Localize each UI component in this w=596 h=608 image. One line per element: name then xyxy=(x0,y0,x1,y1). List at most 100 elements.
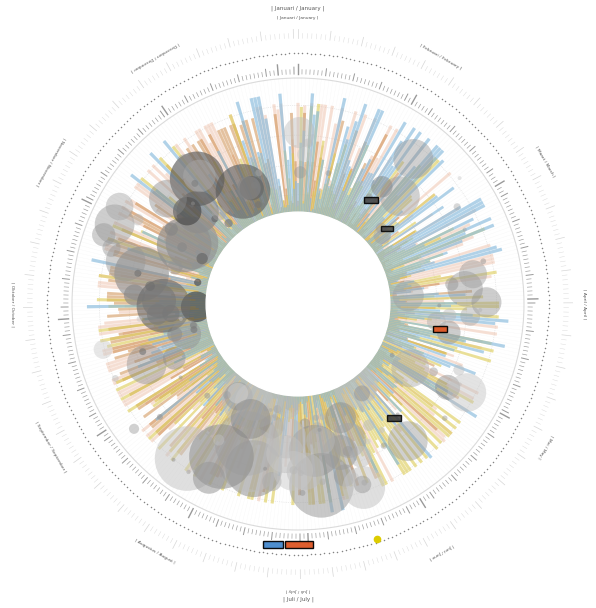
Wedge shape xyxy=(193,339,213,348)
Wedge shape xyxy=(173,367,232,424)
Wedge shape xyxy=(162,334,212,353)
Wedge shape xyxy=(199,384,254,480)
Wedge shape xyxy=(247,393,276,499)
Wedge shape xyxy=(378,347,401,360)
Wedge shape xyxy=(348,127,416,228)
Wedge shape xyxy=(116,237,212,274)
Wedge shape xyxy=(259,106,281,214)
Wedge shape xyxy=(300,131,305,212)
Wedge shape xyxy=(156,302,206,305)
Wedge shape xyxy=(228,227,237,237)
Wedge shape xyxy=(182,336,212,348)
Wedge shape xyxy=(110,266,208,287)
Wedge shape xyxy=(252,388,262,409)
Point xyxy=(258,50,268,60)
Wedge shape xyxy=(290,396,295,460)
Point xyxy=(150,94,159,103)
Wedge shape xyxy=(209,385,257,475)
Text: | Januari / January |: | Januari / January | xyxy=(277,16,319,21)
Wedge shape xyxy=(143,358,224,418)
Wedge shape xyxy=(344,167,380,226)
Wedge shape xyxy=(362,235,365,239)
Wedge shape xyxy=(217,150,256,223)
Wedge shape xyxy=(159,319,207,329)
Wedge shape xyxy=(116,343,215,392)
Circle shape xyxy=(287,452,324,490)
Wedge shape xyxy=(208,336,212,338)
Point xyxy=(113,125,122,134)
Wedge shape xyxy=(191,143,248,228)
Wedge shape xyxy=(351,131,422,230)
Wedge shape xyxy=(98,316,207,333)
Wedge shape xyxy=(217,368,234,385)
Circle shape xyxy=(388,421,428,461)
Wedge shape xyxy=(222,185,249,227)
Point xyxy=(45,260,55,269)
Wedge shape xyxy=(390,302,445,305)
Wedge shape xyxy=(363,159,445,240)
Wedge shape xyxy=(195,262,213,271)
Wedge shape xyxy=(314,394,316,400)
Text: | November / November |: | November / November | xyxy=(35,136,66,186)
Wedge shape xyxy=(366,234,377,243)
Wedge shape xyxy=(386,328,420,339)
Wedge shape xyxy=(114,330,210,360)
Wedge shape xyxy=(383,224,495,271)
Wedge shape xyxy=(379,209,477,261)
Wedge shape xyxy=(113,326,209,353)
Wedge shape xyxy=(380,344,479,395)
Wedge shape xyxy=(326,391,359,486)
Wedge shape xyxy=(151,164,232,241)
Wedge shape xyxy=(317,393,332,455)
Point xyxy=(164,84,173,94)
Wedge shape xyxy=(239,158,265,219)
Point xyxy=(142,499,152,509)
Wedge shape xyxy=(323,392,329,408)
Wedge shape xyxy=(250,393,278,500)
Circle shape xyxy=(176,191,219,233)
Wedge shape xyxy=(237,196,253,224)
Wedge shape xyxy=(352,195,378,230)
Wedge shape xyxy=(163,302,206,305)
Wedge shape xyxy=(296,396,298,465)
Wedge shape xyxy=(154,355,222,402)
Wedge shape xyxy=(228,227,237,237)
Wedge shape xyxy=(197,292,207,295)
Wedge shape xyxy=(380,243,416,263)
Wedge shape xyxy=(122,228,213,269)
Wedge shape xyxy=(138,337,213,368)
Wedge shape xyxy=(291,153,296,212)
Wedge shape xyxy=(389,292,396,295)
Point xyxy=(116,477,125,486)
Point xyxy=(72,417,81,427)
Wedge shape xyxy=(271,393,279,425)
Wedge shape xyxy=(376,351,448,396)
Wedge shape xyxy=(175,333,211,346)
Wedge shape xyxy=(309,395,325,503)
Wedge shape xyxy=(389,314,409,318)
Wedge shape xyxy=(381,237,441,266)
Wedge shape xyxy=(207,345,217,351)
Wedge shape xyxy=(290,201,293,212)
Point xyxy=(350,55,359,64)
Wedge shape xyxy=(193,200,233,240)
Wedge shape xyxy=(201,306,206,308)
Wedge shape xyxy=(308,142,319,213)
Wedge shape xyxy=(359,147,442,237)
Wedge shape xyxy=(389,291,413,295)
Wedge shape xyxy=(390,309,473,317)
Wedge shape xyxy=(237,209,249,227)
Wedge shape xyxy=(384,251,448,275)
Wedge shape xyxy=(119,308,206,314)
Circle shape xyxy=(204,393,210,399)
Circle shape xyxy=(213,434,224,446)
Wedge shape xyxy=(149,152,234,239)
Wedge shape xyxy=(257,152,275,215)
Wedge shape xyxy=(225,371,236,382)
Wedge shape xyxy=(384,240,463,272)
Point xyxy=(504,162,513,172)
Wedge shape xyxy=(203,282,209,284)
Wedge shape xyxy=(341,385,359,418)
Point xyxy=(541,339,551,348)
Wedge shape xyxy=(215,377,243,413)
